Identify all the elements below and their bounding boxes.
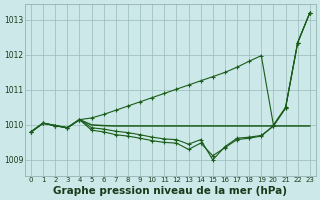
X-axis label: Graphe pression niveau de la mer (hPa): Graphe pression niveau de la mer (hPa) <box>53 186 287 196</box>
